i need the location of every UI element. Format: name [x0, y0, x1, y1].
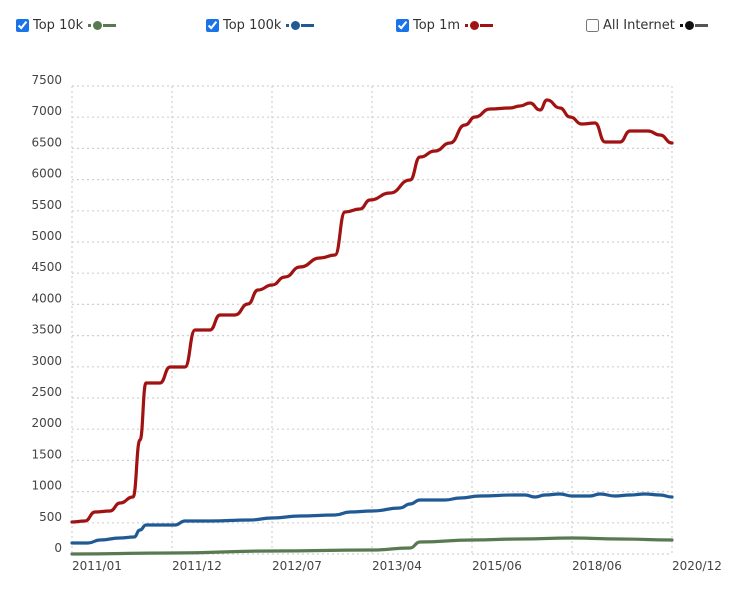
legend-label: All Internet — [603, 18, 675, 33]
y-tick-label: 4000 — [31, 291, 62, 305]
y-tick-label: 1000 — [31, 479, 62, 493]
y-tick-label: 6000 — [31, 167, 62, 181]
x-tick-label: 2011/12 — [172, 559, 222, 573]
legend-label: Top 1m — [413, 18, 461, 33]
x-tick-label: 2020/12 — [672, 559, 722, 573]
y-tick-label: 0 — [54, 541, 62, 555]
legend-label: Top 10k — [33, 18, 84, 33]
series-swatch-icon — [679, 21, 708, 30]
series-swatch-icon — [465, 21, 494, 30]
x-tick-label: 2012/07 — [272, 559, 322, 573]
grid — [71, 85, 673, 556]
series-line — [70, 536, 674, 556]
y-tick-label: 4500 — [31, 260, 62, 274]
series-swatch-icon — [88, 21, 117, 30]
y-tick-label: 1500 — [31, 447, 62, 461]
y-tick-label: 2500 — [31, 385, 62, 399]
y-tick-label: 5500 — [31, 198, 62, 212]
y-tick-label: 3500 — [31, 323, 62, 337]
all-internet-checkbox[interactable] — [586, 19, 599, 32]
y-tick-label: 2000 — [31, 416, 62, 430]
y-tick-label: 500 — [39, 510, 62, 524]
legend-item-top-1m[interactable]: Top 1m — [396, 18, 494, 33]
y-tick-label: 5000 — [31, 229, 62, 243]
x-tick-label: 2013/04 — [372, 559, 422, 573]
top-100k-checkbox[interactable] — [206, 19, 219, 32]
series-swatch-icon — [286, 21, 315, 30]
series-line — [70, 492, 674, 545]
y-axis-ticks: 0 500 1000 1500 2000 2500 3000 3500 4000 4500 5000… — [31, 73, 62, 555]
legend-label: Top 100k — [223, 18, 282, 33]
series-lines — [70, 98, 674, 556]
y-tick-label: 6500 — [31, 135, 62, 149]
legend: Top 10k Top 100k Top 1m All Internet — [0, 18, 729, 40]
series-line — [70, 98, 674, 524]
x-tick-label: 2011/01 — [72, 559, 122, 573]
y-tick-label: 3000 — [31, 354, 62, 368]
top-1m-checkbox[interactable] — [396, 19, 409, 32]
y-tick-label: 7500 — [31, 73, 62, 87]
x-tick-label: 2018/06 — [572, 559, 622, 573]
top-10k-checkbox[interactable] — [16, 19, 29, 32]
x-tick-label: 2015/06 — [472, 559, 522, 573]
x-axis-ticks: 2011/01 2011/12 2012/07 2013/04 2015/06 2018/… — [72, 559, 722, 573]
legend-item-top-100k[interactable]: Top 100k — [206, 18, 315, 33]
y-tick-label: 7000 — [31, 104, 62, 118]
legend-item-top-10k[interactable]: Top 10k — [16, 18, 117, 33]
legend-item-all-internet[interactable]: All Internet — [586, 18, 708, 33]
